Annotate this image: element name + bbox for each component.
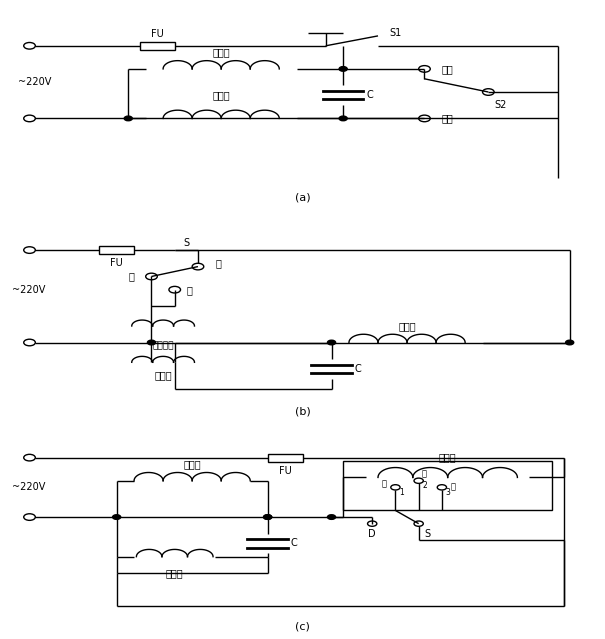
Text: 3: 3: [445, 488, 450, 497]
Text: FU: FU: [279, 466, 292, 476]
Text: S1: S1: [390, 27, 402, 38]
Text: 副绕组: 副绕组: [154, 371, 172, 380]
Text: 低: 低: [128, 272, 134, 281]
Text: C: C: [367, 90, 373, 100]
Text: 低: 低: [451, 483, 456, 492]
Bar: [140, 42, 175, 50]
Text: 辅助绕组: 辅助绕组: [152, 341, 174, 350]
Text: 副绕组: 副绕组: [166, 568, 183, 578]
Text: 正转: 正转: [442, 64, 454, 74]
Circle shape: [327, 340, 336, 345]
Text: 1: 1: [399, 488, 404, 497]
Text: 电抗器: 电抗器: [439, 452, 457, 463]
Text: (a): (a): [295, 193, 310, 203]
Bar: [267, 454, 302, 462]
Circle shape: [339, 66, 347, 71]
Text: FU: FU: [151, 29, 164, 39]
Text: ~220V: ~220V: [12, 285, 45, 295]
Text: (c): (c): [295, 621, 310, 631]
Text: 反转: 反转: [442, 114, 454, 123]
Text: ~220V: ~220V: [18, 77, 51, 87]
Circle shape: [264, 515, 272, 520]
Text: 高: 高: [215, 258, 221, 268]
Circle shape: [339, 116, 347, 121]
Text: 主绕组: 主绕组: [398, 321, 416, 331]
Text: 主绕组: 主绕组: [212, 47, 230, 58]
Bar: [99, 246, 134, 254]
Text: 副绕组: 副绕组: [212, 90, 230, 100]
Text: 中: 中: [186, 285, 192, 295]
Text: (b): (b): [295, 407, 310, 417]
Text: ~220V: ~220V: [12, 482, 45, 492]
Text: S: S: [183, 238, 189, 249]
Circle shape: [113, 515, 121, 520]
Text: C: C: [291, 539, 298, 548]
Text: 2: 2: [422, 481, 427, 490]
Text: C: C: [355, 364, 362, 374]
Circle shape: [124, 116, 132, 121]
Text: 主绕组: 主绕组: [183, 459, 201, 469]
Circle shape: [566, 340, 574, 345]
Text: 高: 高: [381, 479, 387, 489]
Text: D: D: [368, 528, 376, 539]
Bar: [343, 461, 552, 511]
Circle shape: [327, 515, 336, 520]
Text: FU: FU: [110, 258, 123, 268]
Text: 中: 中: [422, 470, 427, 479]
Text: S2: S2: [494, 100, 506, 110]
Text: S: S: [425, 528, 431, 539]
Circle shape: [148, 340, 155, 345]
Circle shape: [264, 515, 272, 520]
